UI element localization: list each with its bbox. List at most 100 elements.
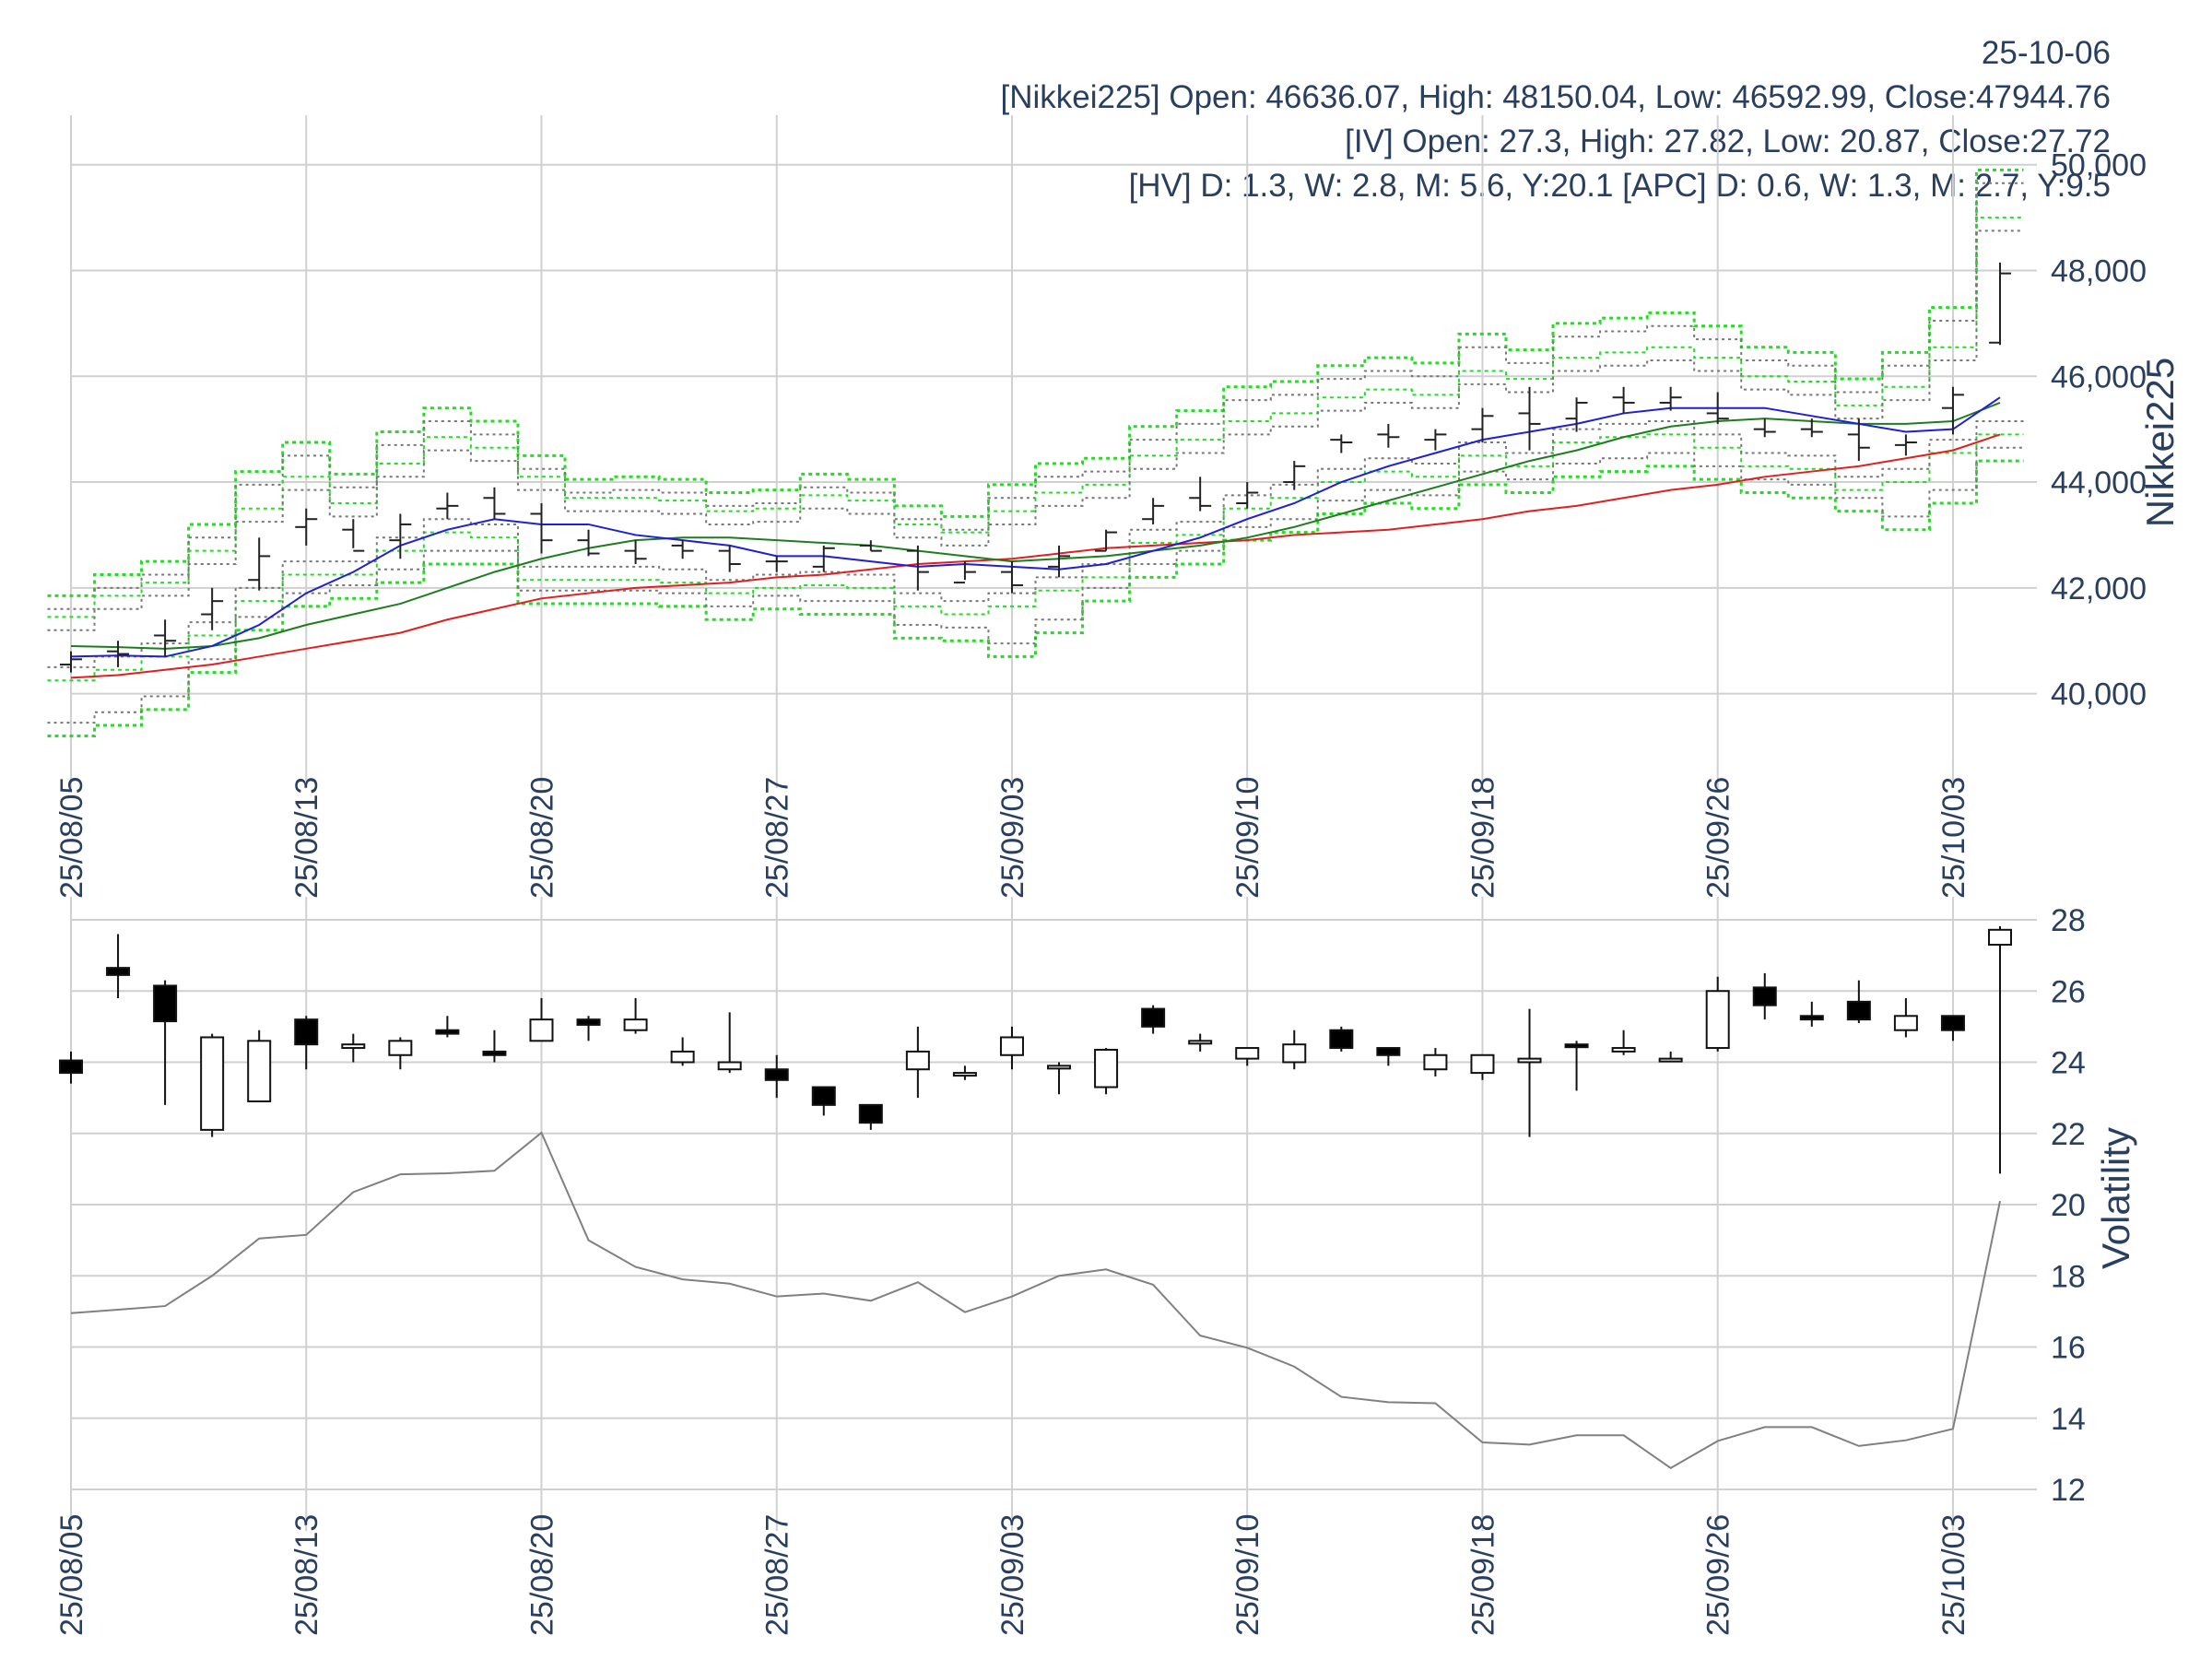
ma_mid-line bbox=[70, 402, 2001, 650]
iv-candle bbox=[1846, 980, 1871, 1024]
ohlc-bar bbox=[1000, 561, 1023, 594]
band-minus2-inner bbox=[47, 446, 2024, 724]
volatility-x-tick-label: 25/10/03 bbox=[1936, 1514, 1971, 1636]
y-tick-label: 14 bbox=[2051, 1402, 2086, 1437]
iv-candle-body bbox=[1564, 1043, 1589, 1049]
iv-candle bbox=[1752, 972, 1777, 1020]
iv-candle bbox=[1799, 1001, 1824, 1027]
iv-candle bbox=[435, 1016, 460, 1038]
ma_long-line bbox=[70, 433, 2001, 679]
ohlc-bar bbox=[60, 651, 82, 673]
iv-candle bbox=[858, 1103, 883, 1130]
iv-candle bbox=[1329, 1026, 1354, 1052]
iv-candle bbox=[1423, 1048, 1448, 1077]
iv-candle-body bbox=[1423, 1053, 1448, 1071]
y-tick-label: 22 bbox=[2051, 1117, 2086, 1152]
ohlc-bar bbox=[107, 641, 130, 667]
iv-candle-body bbox=[1799, 1015, 1824, 1021]
ohlc-bar bbox=[1706, 392, 1729, 424]
iv-candle bbox=[1564, 1041, 1589, 1091]
iv-candle bbox=[764, 1054, 789, 1099]
iv-candle bbox=[1047, 1062, 1072, 1095]
header-hv-apc: [HV] D: 1.3, W: 2.8, M: 5.6, Y:20.1 [APC… bbox=[1128, 168, 2111, 204]
header-iv-ohlc: [IV] Open: 27.3, High: 27.82, Low: 20.87… bbox=[1345, 124, 2111, 159]
volatility-x-tick-label: 25/09/03 bbox=[995, 1514, 1030, 1636]
volatility-axis-title: Volatility bbox=[2094, 1127, 2137, 1269]
iv-candle-body bbox=[811, 1086, 836, 1106]
band-plus1 bbox=[47, 217, 2024, 618]
iv-candle-body bbox=[294, 1018, 319, 1046]
iv-candle-body bbox=[106, 967, 131, 976]
ohlc-bar bbox=[1565, 397, 1588, 432]
ohlc-bar bbox=[577, 529, 600, 557]
iv-candle-body bbox=[1470, 1053, 1495, 1075]
iv-candle-body bbox=[341, 1043, 366, 1050]
ohlc-bar bbox=[1471, 407, 1494, 442]
y-tick-label: 12 bbox=[2051, 1473, 2086, 1508]
y-tick-label: 48,000 bbox=[2051, 253, 2147, 288]
ohlc-bar bbox=[1612, 386, 1635, 414]
iv-candle bbox=[200, 1033, 225, 1137]
volatility-x-tick-label: 25/08/27 bbox=[760, 1514, 795, 1636]
ohlc-bar bbox=[295, 508, 318, 546]
ohlc-bar bbox=[1189, 477, 1212, 512]
iv-candle bbox=[482, 1030, 507, 1063]
ohlc-bar bbox=[436, 492, 459, 520]
iv-candle-body bbox=[1047, 1065, 1072, 1070]
iv-candle-body bbox=[623, 1018, 648, 1031]
price-axis-title: Nikkei225 bbox=[2138, 358, 2182, 527]
iv-candle bbox=[905, 1026, 930, 1099]
iv-candle bbox=[811, 1086, 836, 1116]
iv-candle bbox=[1611, 1030, 1636, 1055]
iv-candle-body bbox=[670, 1050, 695, 1064]
header-nikkei-ohlc: [Nikkei225] Open: 46636.07, High: 48150.… bbox=[1000, 79, 2112, 115]
iv-candle-body bbox=[59, 1059, 83, 1075]
ohlc-bar bbox=[671, 540, 694, 559]
iv-candle-body bbox=[247, 1040, 272, 1102]
iv-candle-body bbox=[388, 1040, 413, 1056]
volatility-x-tick-label: 25/08/20 bbox=[524, 1514, 559, 1636]
iv-candle bbox=[1940, 1015, 1965, 1041]
iv-candle-body bbox=[905, 1050, 930, 1071]
iv-candle bbox=[341, 1033, 366, 1063]
volatility-x-tick-label: 25/09/26 bbox=[1701, 1514, 1736, 1636]
price-x-tick-label: 25/09/26 bbox=[1701, 777, 1736, 899]
ohlc-bar bbox=[718, 545, 741, 572]
iv-candle bbox=[153, 980, 178, 1105]
iv-candle-body bbox=[1988, 928, 2012, 947]
iv-candle-body bbox=[717, 1061, 742, 1071]
chart-header: 25-10-06 [Nikkei225] Open: 46636.07, Hig… bbox=[1001, 31, 2112, 208]
iv-candle-body bbox=[1705, 990, 1730, 1050]
iv-candle bbox=[1376, 1047, 1401, 1066]
iv-candle-body bbox=[1141, 1007, 1166, 1028]
iv-candle-body bbox=[1376, 1047, 1401, 1056]
ohlc-bar bbox=[1095, 529, 1118, 552]
iv-candle bbox=[1094, 1048, 1119, 1095]
y-tick-label: 50,000 bbox=[2051, 148, 2147, 183]
y-tick-label: 18 bbox=[2051, 1259, 2086, 1294]
y-tick-label: 42,000 bbox=[2051, 571, 2147, 606]
ma_short-line bbox=[70, 396, 2001, 658]
y-tick-label: 20 bbox=[2051, 1188, 2086, 1223]
iv-candle bbox=[670, 1037, 695, 1066]
iv-candle-body bbox=[1235, 1047, 1260, 1060]
iv-candle-body bbox=[482, 1050, 507, 1056]
iv-candle-body bbox=[764, 1068, 789, 1081]
iv-candle bbox=[999, 1026, 1024, 1070]
iv-candle-body bbox=[1893, 1015, 1918, 1031]
y-tick-label: 46,000 bbox=[2051, 359, 2147, 394]
volatility-x-tick-label: 25/08/05 bbox=[54, 1514, 89, 1636]
iv-candle bbox=[59, 1051, 83, 1084]
iv-candle-body bbox=[1329, 1029, 1354, 1050]
y-tick-label: 28 bbox=[2051, 903, 2086, 938]
iv-candle bbox=[623, 997, 648, 1034]
price-x-tick-label: 25/08/13 bbox=[289, 777, 324, 899]
ohlc-bar bbox=[1894, 434, 1917, 456]
ohlc-bar bbox=[1236, 482, 1259, 509]
hv-line bbox=[70, 1131, 2001, 1470]
iv-candle-body bbox=[1517, 1057, 1542, 1064]
ohlc-bar bbox=[765, 556, 788, 572]
ohlc-bar bbox=[1142, 498, 1165, 524]
iv-candle bbox=[576, 1016, 601, 1041]
